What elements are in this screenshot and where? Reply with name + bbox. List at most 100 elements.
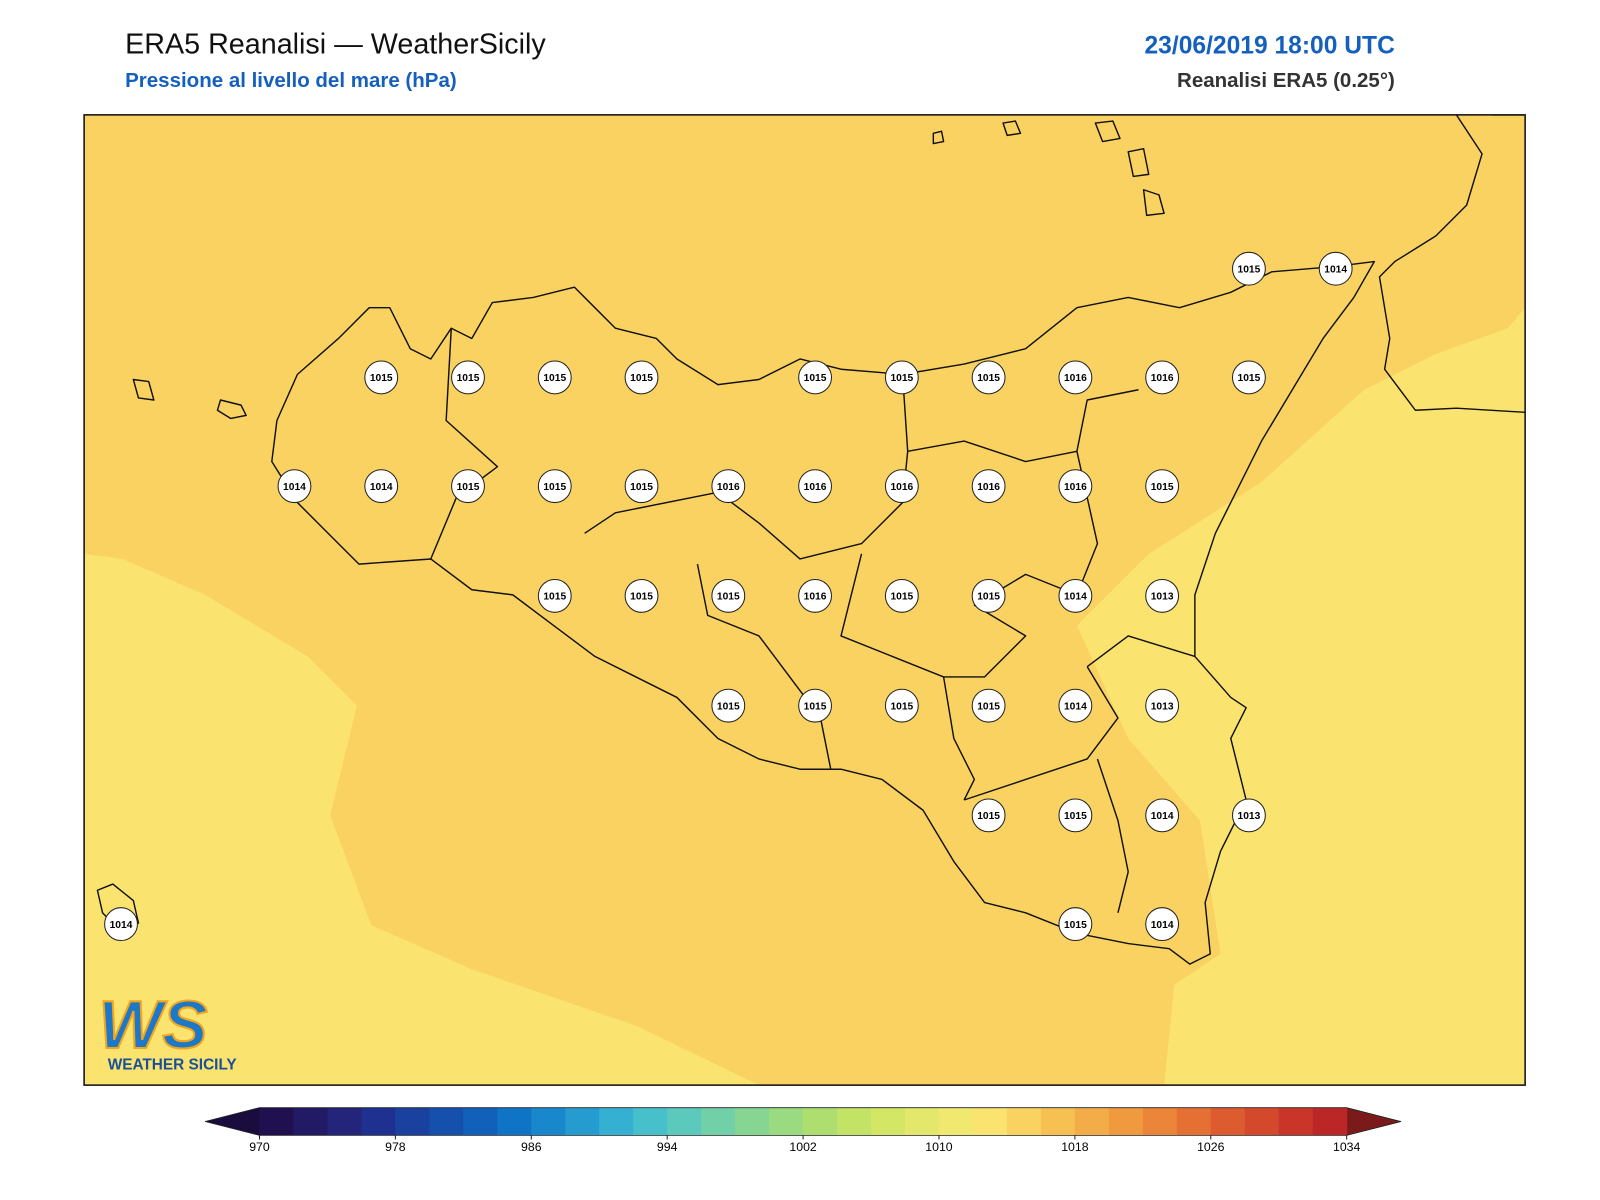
colorbar-bin: [1074, 1107, 1110, 1136]
colorbar-bin: [429, 1107, 464, 1136]
colorbar-tick-label: 1010: [925, 1140, 953, 1154]
colorbar-bin: [803, 1107, 838, 1136]
stations: 1015 1014 1015 1015 1015 1015 1015 1015 1015 1016…: [104, 251, 1353, 942]
station-marker: [364, 360, 399, 395]
colorbar-bin: [1176, 1107, 1212, 1136]
station-marker: [798, 578, 833, 613]
colorbar-tick-label: 1026: [1197, 1140, 1225, 1154]
colorbar-under: [205, 1107, 260, 1136]
station-marker: [624, 469, 659, 504]
station-value: 1015: [977, 701, 1000, 712]
field-1012-1014: [1076, 307, 1526, 1086]
station-value: 1016: [977, 482, 1000, 493]
station-marker: [971, 578, 1006, 613]
datetime: 23/06/2019 18:00 UTC: [1144, 32, 1395, 59]
station-value: 1013: [1151, 701, 1174, 712]
station-value: 1015: [630, 373, 653, 384]
station-marker: [1145, 907, 1180, 942]
station-marker: [537, 469, 572, 504]
title: ERA5 Reanalisi — WeatherSicily: [125, 28, 546, 60]
province-borders: [430, 328, 1196, 913]
station-marker: [1058, 469, 1093, 504]
station-marker: [1318, 251, 1353, 286]
colorbar-bin: [769, 1107, 804, 1136]
station-value: 1015: [890, 592, 913, 603]
station-marker: [1145, 578, 1180, 613]
station-value: 1013: [1151, 592, 1174, 603]
colorbar-bin: [1108, 1107, 1144, 1136]
colorbar-bin: [1040, 1107, 1076, 1136]
station-marker: [1058, 360, 1093, 395]
station-marker: [798, 360, 833, 395]
station-value: 1015: [457, 373, 480, 384]
station-value: 1014: [1151, 811, 1174, 822]
station-marker: [884, 688, 919, 723]
colorbar-bin: [1278, 1107, 1314, 1136]
station-value: 1014: [283, 482, 306, 493]
colorbar: 970 978 986 994 1002 1010 1018 1026 1034: [205, 1107, 1402, 1154]
colorbar-bin: [259, 1107, 294, 1136]
station-value: 1015: [890, 373, 913, 384]
colorbar-tick-label: 1002: [789, 1140, 817, 1154]
station-value: 1016: [717, 482, 740, 493]
station-marker: [537, 360, 572, 395]
colorbar-bin: [735, 1107, 770, 1136]
sicily-coast: [271, 260, 1376, 965]
station-value: 1015: [977, 811, 1000, 822]
station-value: 1014: [110, 920, 133, 931]
colorbar-bin: [1244, 1107, 1280, 1136]
station-value: 1014: [370, 482, 393, 493]
colorbar-tick-label: 978: [385, 1140, 406, 1154]
logo-name: WEATHER SICILY: [108, 1057, 237, 1074]
station-marker: [971, 360, 1006, 395]
station-value: 1015: [630, 592, 653, 603]
station-marker: [1231, 798, 1266, 833]
station-marker: [711, 469, 746, 504]
colorbar-bin: [497, 1107, 532, 1136]
station-marker: [364, 469, 399, 504]
colorbar-bin: [293, 1107, 328, 1136]
station-value: 1015: [1064, 920, 1087, 931]
station-marker: [1231, 251, 1266, 286]
colorbar-bin: [871, 1107, 906, 1136]
station-marker: [971, 688, 1006, 723]
logo: WS WEATHER SICILY: [97, 987, 237, 1074]
colorbar-tick-label: 1034: [1333, 1140, 1361, 1154]
station-marker: [884, 360, 919, 395]
station-value: 1014: [1324, 264, 1347, 275]
station-marker: [971, 469, 1006, 504]
logo-mark: WS: [98, 988, 207, 1063]
station-value: 1015: [1238, 264, 1261, 275]
station-marker: [971, 798, 1006, 833]
station-value: 1016: [804, 592, 827, 603]
colorbar-bin: [531, 1107, 566, 1136]
station-marker: [277, 469, 312, 504]
station-marker: [884, 578, 919, 613]
station-marker: [451, 360, 485, 395]
station-marker: [1145, 469, 1180, 504]
field-1012-1014: [84, 553, 759, 1086]
colorbar-bin: [463, 1107, 498, 1136]
colorbar-tick-label: 970: [249, 1140, 270, 1154]
station-value: 1013: [1238, 811, 1261, 822]
station-value: 1016: [1064, 482, 1087, 493]
colorbar-bin: [667, 1107, 702, 1136]
station-marker: [884, 469, 919, 504]
station-marker: [1058, 578, 1093, 613]
station-marker: [711, 688, 746, 723]
station-value: 1015: [717, 701, 740, 712]
station-value: 1014: [1064, 592, 1087, 603]
colorbar-bin: [1312, 1107, 1348, 1136]
station-marker: [1058, 798, 1093, 833]
colorbar-over: [1346, 1107, 1402, 1136]
station-marker: [1058, 907, 1093, 942]
station-marker: [1145, 688, 1180, 723]
colorbar-bin: [633, 1107, 668, 1136]
colorbar-tick-label: 994: [657, 1140, 678, 1154]
station-value: 1015: [977, 373, 1000, 384]
station-value: 1015: [630, 482, 653, 493]
station-value: 1015: [804, 373, 827, 384]
station-value: 1015: [543, 373, 566, 384]
colorbar-bin: [905, 1107, 940, 1136]
